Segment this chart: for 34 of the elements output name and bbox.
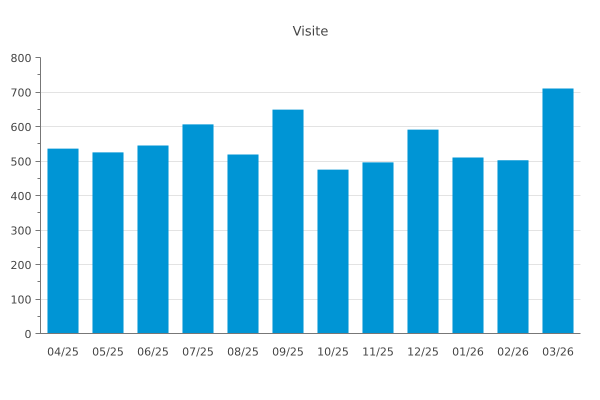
y-tick-label: 800 — [10, 52, 32, 65]
bar — [362, 162, 394, 334]
x-tick-label: 02/26 — [497, 346, 529, 358]
y-tick-label: 600 — [10, 121, 32, 134]
y-tick-label: 0 — [24, 328, 32, 341]
bar — [137, 145, 169, 334]
x-tick-label: 06/25 — [137, 346, 169, 358]
x-tick-label: 09/25 — [272, 346, 304, 358]
x-tick-label: 04/25 — [47, 346, 79, 358]
y-tick-label: 100 — [10, 294, 32, 306]
y-tick-label: 400 — [10, 190, 32, 203]
x-tick-label: 10/25 — [317, 346, 349, 358]
bar — [452, 158, 484, 334]
x-tick-label: 07/25 — [182, 346, 214, 358]
bar — [407, 130, 439, 334]
x-tick-label: 05/25 — [92, 346, 124, 358]
bar — [542, 88, 574, 334]
x-tick-label: 01/26 — [452, 346, 484, 358]
x-tick-label: 12/25 — [407, 346, 439, 358]
y-tick-label: 200 — [10, 259, 32, 272]
bar — [182, 124, 214, 334]
bar — [272, 110, 304, 334]
y-tick-label: 700 — [10, 86, 32, 100]
y-tick-label: 500 — [10, 156, 32, 168]
bar — [92, 152, 124, 334]
y-tick-label: 300 — [10, 224, 32, 238]
x-tick-label: 11/25 — [362, 346, 394, 358]
x-tick-label: 03/26 — [542, 346, 574, 358]
bar — [497, 160, 529, 334]
bar — [317, 170, 349, 334]
chart-title: Visite — [292, 24, 328, 40]
x-tick-label: 08/25 — [227, 346, 259, 358]
bar — [227, 154, 259, 334]
bar — [47, 148, 79, 334]
